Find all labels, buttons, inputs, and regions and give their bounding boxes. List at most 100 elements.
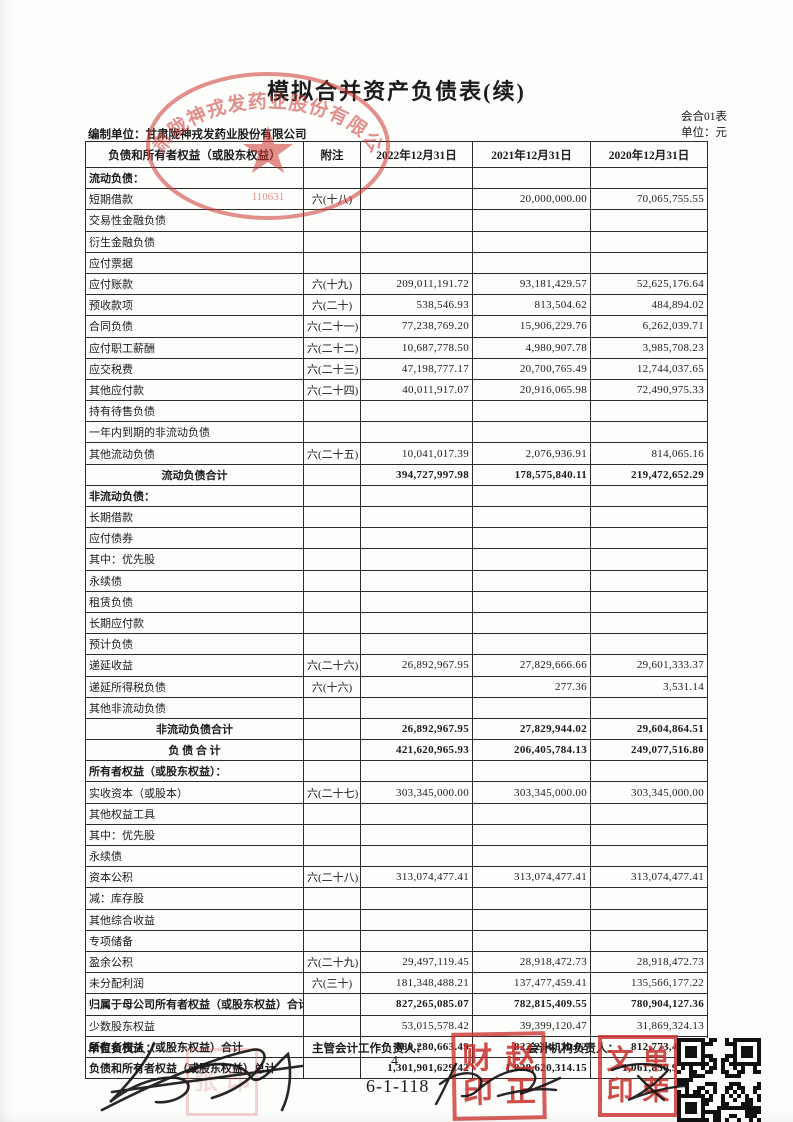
table-row: 盈余公积 六(二十九) 29,497,119.45 28,918,472.73 28,9… [85, 950, 708, 974]
row-value-2021 [472, 611, 591, 635]
row-value-2021 [472, 887, 591, 910]
row-label: 资本公积 [85, 866, 304, 889]
row-note: 六(二十七) [303, 781, 361, 804]
row-note [303, 1014, 361, 1037]
row-value-2021 [472, 527, 591, 550]
row-label: 归属于母公司所有者权益（或股东权益）合计 [85, 993, 304, 1016]
header-2021-column: 2021年12月31日 [472, 141, 591, 168]
table-row: 应付债券 [85, 527, 708, 550]
row-value-2021 [472, 908, 591, 931]
row-note [303, 887, 361, 910]
row-value-2020 [590, 505, 708, 529]
row-note [303, 548, 361, 571]
row-value-2020: 29,601,333.37 [590, 654, 708, 677]
row-value-2022 [360, 929, 473, 952]
row-value-2020 [590, 844, 708, 868]
row-value-2022 [360, 569, 473, 592]
currency-unit-label: 单位：元 [681, 127, 727, 139]
row-note [303, 569, 361, 592]
row-note: 六(二十一) [303, 315, 361, 338]
row-value-2021: 178,575,840.11 [472, 463, 591, 486]
row-value-2020 [590, 633, 708, 656]
row-value-2022 [360, 166, 473, 190]
row-value-2020: 3,531.14 [590, 675, 708, 698]
row-note [303, 739, 361, 762]
row-label: 合同负债 [85, 315, 304, 338]
header-items-column: 负债和所有者权益（或股东权益） [85, 141, 304, 168]
row-label: 其中：优先股 [85, 823, 304, 847]
row-label: 交易性金融负债 [85, 209, 304, 232]
row-value-2020: 28,918,472.73 [590, 950, 708, 974]
unit-head-label: 单位负责人： [88, 1043, 157, 1055]
balance-table-body: 流动负债： 短期借款 六(十八) 20,000,000.00 70,065,755.55… [85, 166, 708, 1080]
row-value-2021: 782,815,409.55 [472, 993, 591, 1016]
row-note [303, 527, 361, 550]
row-note: 六(二十五) [303, 442, 361, 465]
row-value-2021 [472, 484, 591, 508]
row-value-2021: 137,477,459.41 [472, 972, 591, 995]
row-note: 六(十九) [303, 272, 361, 296]
row-value-2021: 277.36 [472, 675, 591, 698]
row-note [303, 823, 361, 847]
row-label: 应付债券 [85, 527, 304, 550]
row-value-2020: 303,345,000.00 [590, 781, 708, 804]
row-value-2020 [590, 823, 708, 847]
row-note [303, 717, 361, 741]
row-value-2021: 39,399,120.47 [472, 1014, 591, 1037]
row-value-2020: 135,566,177.22 [590, 972, 708, 995]
row-value-2022: 421,620,965.93 [360, 739, 473, 762]
row-note: 六(二十九) [303, 950, 361, 974]
table-row: 归属于母公司所有者权益（或股东权益）合计 827,265,085.07 782,81… [85, 993, 708, 1016]
row-value-2021: 93,181,429.57 [472, 272, 591, 296]
row-label: 专项储备 [85, 929, 304, 952]
row-value-2021 [472, 505, 591, 529]
row-note [303, 230, 361, 253]
row-value-2022: 26,892,967.95 [360, 654, 473, 677]
row-value-2021 [472, 400, 591, 423]
row-value-2020 [590, 400, 708, 423]
header-2020-column: 2020年12月31日 [590, 141, 708, 168]
table-row: 其他综合收益 [85, 908, 708, 931]
row-value-2022: 10,041,017.39 [360, 442, 473, 465]
row-value-2022 [360, 421, 473, 444]
row-value-2022: 10,687,778.50 [360, 336, 473, 359]
row-value-2021 [472, 929, 591, 952]
row-value-2022 [360, 230, 473, 253]
row-value-2020 [590, 548, 708, 571]
page-mark: 4 [391, 1054, 398, 1069]
row-value-2021 [472, 696, 591, 719]
table-row: 预计负债 [85, 633, 708, 656]
row-value-2021: 28,918,472.73 [472, 950, 591, 974]
row-label: 其他综合收益 [85, 908, 304, 931]
row-value-2021: 813,504.62 [472, 294, 591, 317]
row-value-2021 [472, 760, 591, 783]
row-note [303, 993, 361, 1016]
row-value-2020: 31,869,324.13 [590, 1014, 708, 1037]
row-value-2021 [472, 230, 591, 253]
row-label: 实收资本（或股本） [85, 781, 304, 804]
row-note [303, 400, 361, 423]
row-value-2020 [590, 166, 708, 190]
row-note [303, 908, 361, 931]
row-value-2022 [360, 760, 473, 783]
table-row: 其中：优先股 [85, 823, 708, 847]
row-value-2021: 15,906,229.76 [472, 315, 591, 338]
table-row: 短期借款 六(十八) 20,000,000.00 70,065,755.55 [85, 188, 708, 211]
row-note [303, 844, 361, 868]
row-value-2021: 20,700,765.49 [472, 357, 591, 380]
row-value-2020: 313,074,477.41 [590, 866, 708, 889]
row-label: 非流动负债合计 [85, 717, 304, 741]
row-note [303, 505, 361, 529]
row-value-2021: 313,074,477.41 [472, 866, 591, 889]
row-value-2020: 29,604,864.51 [590, 717, 708, 741]
row-value-2022 [360, 675, 473, 698]
row-value-2022: 47,198,777.17 [360, 357, 473, 380]
row-note [303, 611, 361, 635]
row-value-2020 [590, 802, 708, 825]
row-value-2021: 2,076,936.91 [472, 442, 591, 465]
row-label: 其他非流动负债 [85, 696, 304, 719]
row-value-2022 [360, 590, 473, 613]
row-value-2020: 484,894.02 [590, 294, 708, 317]
row-value-2022 [360, 209, 473, 232]
